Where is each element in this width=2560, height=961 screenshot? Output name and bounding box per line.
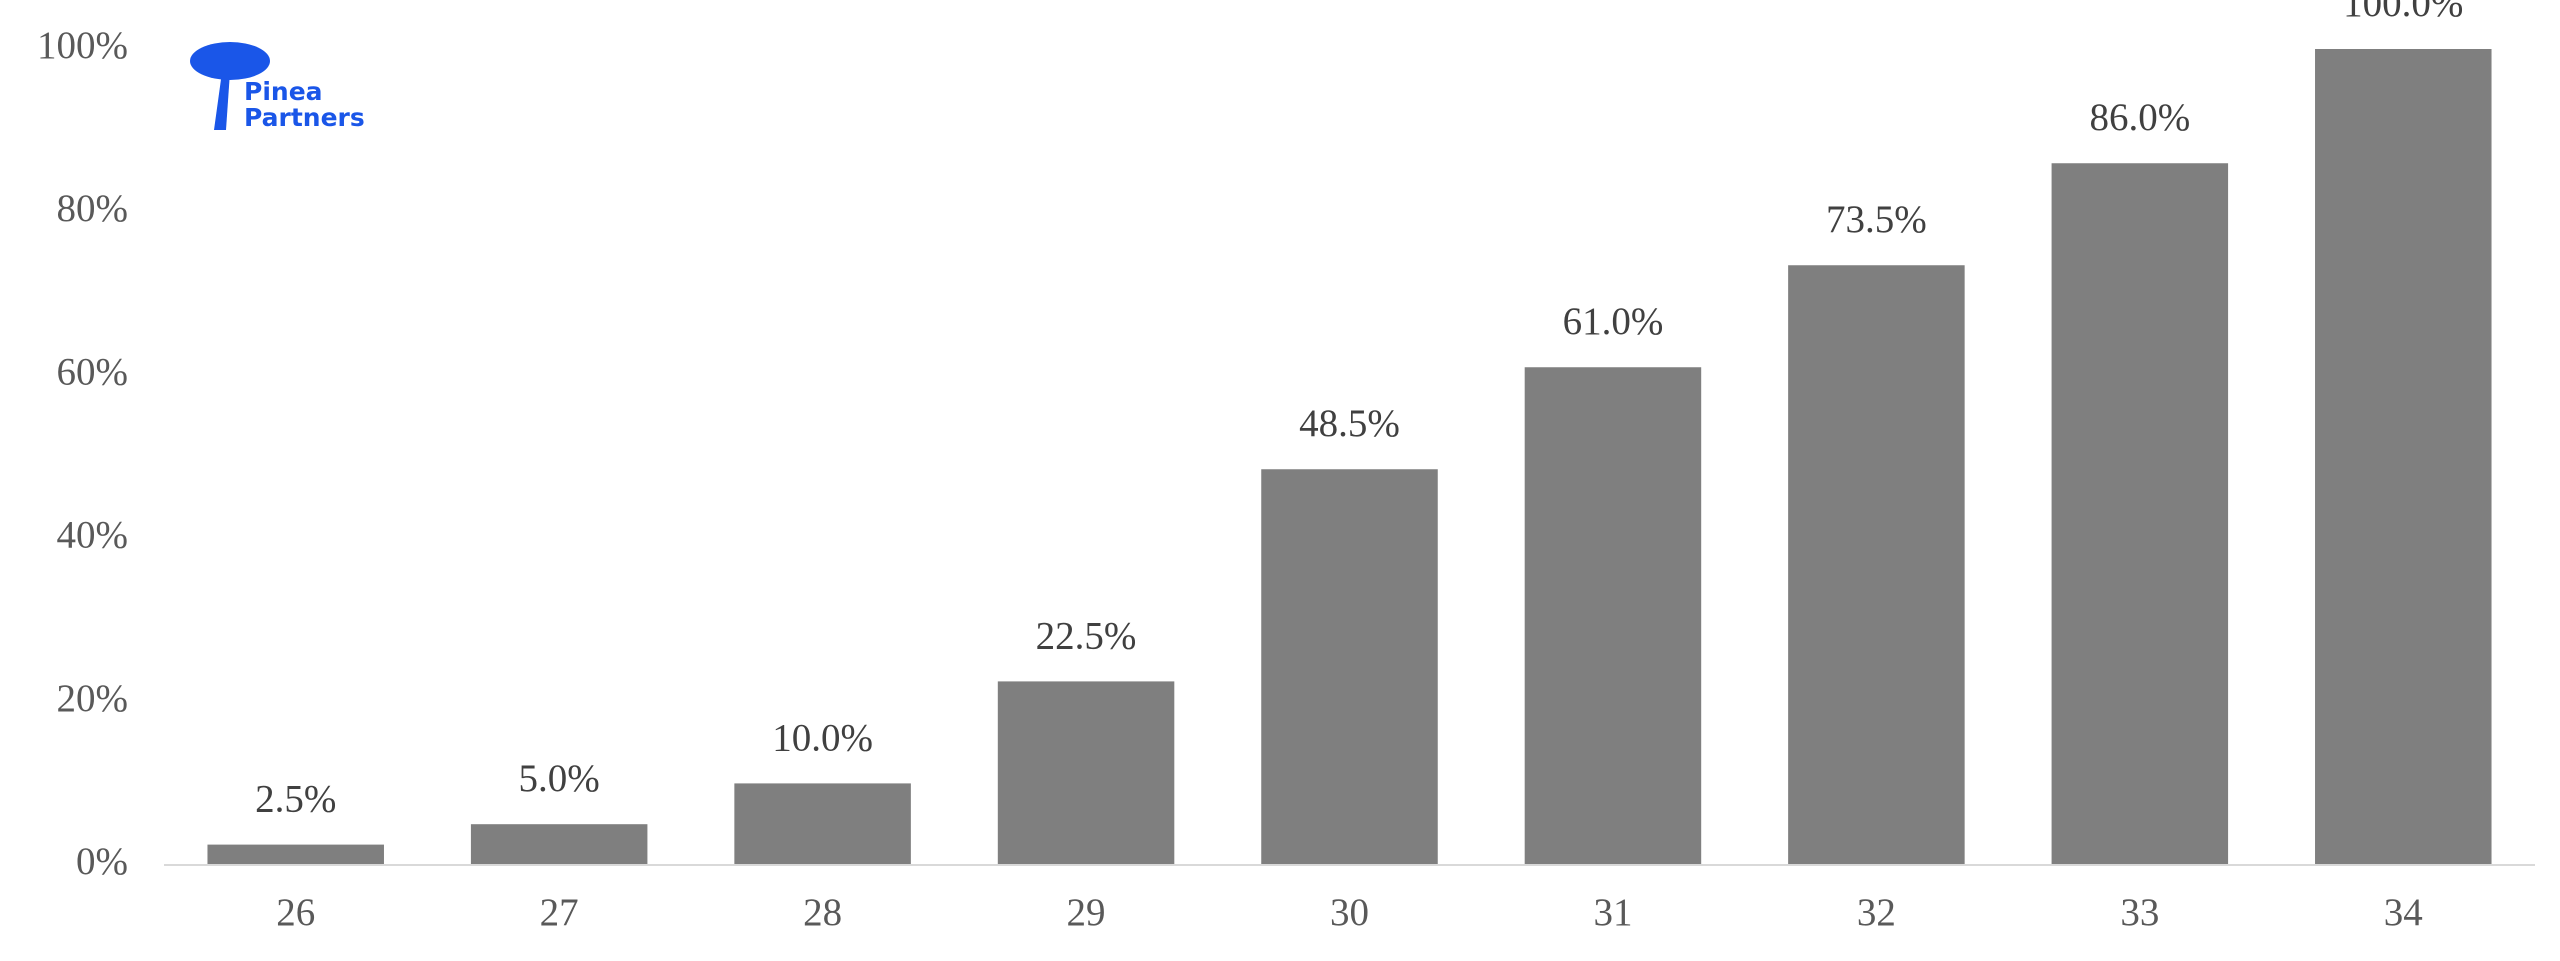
bar xyxy=(1788,265,1965,865)
bar xyxy=(2315,49,2492,865)
y-tick-label: 100% xyxy=(37,24,128,67)
logo: Pinea Partners xyxy=(190,42,365,132)
y-tick-label: 40% xyxy=(57,514,129,557)
bar xyxy=(207,844,384,865)
y-tick-label: 80% xyxy=(57,187,129,230)
y-tick-label: 60% xyxy=(57,350,129,393)
x-tick-label: 31 xyxy=(1593,891,1632,934)
x-tick-label: 30 xyxy=(1330,891,1369,934)
bar xyxy=(997,681,1175,865)
logo-text: Pinea xyxy=(244,77,323,106)
x-tick-label: 33 xyxy=(2120,891,2159,934)
bar xyxy=(2051,163,2229,866)
x-tick-label: 27 xyxy=(540,891,579,934)
bar xyxy=(470,824,648,865)
data-label: 5.0% xyxy=(519,757,600,800)
x-tick-label: 26 xyxy=(276,891,315,934)
y-tick-label: 20% xyxy=(57,677,129,720)
x-tick-label: 34 xyxy=(2384,891,2423,934)
y-tick-label: 0% xyxy=(76,840,128,883)
logo-text: Partners xyxy=(244,103,365,132)
data-label: 61.0% xyxy=(1563,300,1664,343)
data-label: 2.5% xyxy=(255,778,336,821)
x-tick-label: 28 xyxy=(803,891,842,934)
data-label: 100.0% xyxy=(2343,0,2463,25)
bar xyxy=(734,783,911,865)
x-tick-label: 32 xyxy=(1857,891,1896,934)
bar xyxy=(1261,469,1438,865)
data-label: 10.0% xyxy=(772,716,873,759)
data-label: 86.0% xyxy=(2089,96,2190,139)
data-label: 73.5% xyxy=(1826,198,1927,241)
data-label: 22.5% xyxy=(1036,614,1137,657)
logo-tree-trunk xyxy=(214,72,230,130)
bar xyxy=(1524,367,1702,865)
logo-tree-crown xyxy=(190,42,270,80)
x-tick-label: 29 xyxy=(1067,891,1106,934)
data-label: 48.5% xyxy=(1299,402,1400,445)
